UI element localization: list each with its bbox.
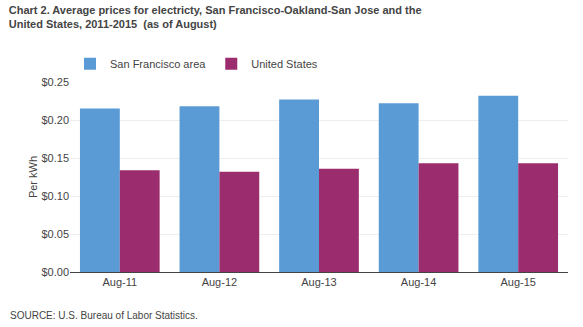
svg-text:Aug-14: Aug-14 xyxy=(401,276,436,288)
svg-text:$0.25: $0.25 xyxy=(41,76,69,88)
svg-text:$0.15: $0.15 xyxy=(41,152,69,164)
svg-text:United States: United States xyxy=(251,58,318,70)
svg-text:Per kWh: Per kWh xyxy=(27,156,39,198)
svg-text:Aug-13: Aug-13 xyxy=(301,276,336,288)
svg-text:$0.10: $0.10 xyxy=(41,190,69,202)
svg-text:San Francisco area: San Francisco area xyxy=(110,58,206,70)
svg-text:$0.00: $0.00 xyxy=(41,266,69,278)
svg-text:Chart 2. Average prices for el: Chart 2. Average prices for electricty, … xyxy=(9,4,422,30)
svg-text:$0.20: $0.20 xyxy=(41,114,69,126)
svg-text:Aug-15: Aug-15 xyxy=(500,276,535,288)
svg-text:SOURCE: U.S. Bureau of Labor S: SOURCE: U.S. Bureau of Labor Statistics. xyxy=(10,310,198,321)
svg-text:Aug-11: Aug-11 xyxy=(102,276,137,288)
svg-text:Aug-12: Aug-12 xyxy=(202,276,237,288)
svg-text:$0.05: $0.05 xyxy=(41,228,69,240)
